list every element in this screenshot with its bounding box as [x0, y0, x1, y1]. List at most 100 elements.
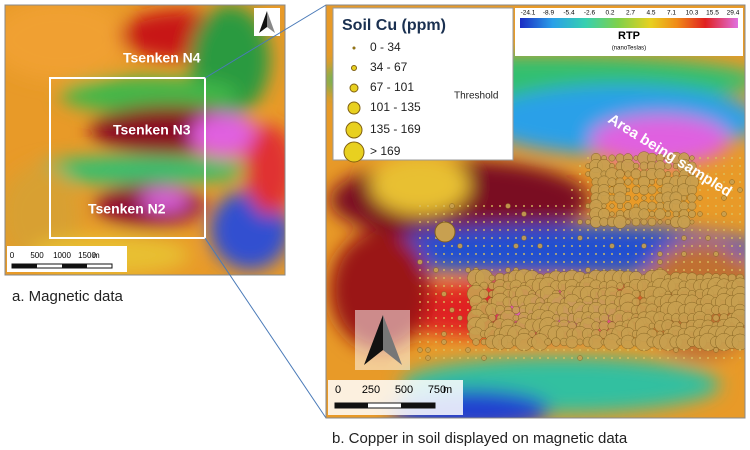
soil-sample	[699, 357, 701, 359]
soil-sample	[681, 235, 687, 241]
soil-sample	[615, 153, 625, 163]
soil-sample	[499, 349, 501, 351]
soil-sample	[427, 317, 429, 319]
caption: a. Magnetic data	[12, 288, 124, 305]
soil-sample	[491, 261, 493, 263]
soil-sample	[472, 338, 480, 346]
soil-sample	[483, 229, 485, 231]
soil-sample	[681, 251, 687, 257]
colorbar-tick: -5.4	[563, 10, 575, 17]
scale-label: 0	[335, 384, 341, 396]
legend-symbol	[347, 101, 361, 115]
soil-sample	[651, 261, 653, 263]
soil-sample	[555, 261, 557, 263]
area-label: Tsenken N2	[88, 201, 166, 217]
soil-sample	[699, 261, 701, 263]
soil-sample	[603, 261, 605, 263]
soil-sample	[459, 341, 461, 343]
soil-sample	[667, 261, 669, 263]
soil-sample	[523, 253, 525, 255]
soil-sample	[459, 221, 461, 223]
soil-sample	[467, 229, 469, 231]
soil-sample	[691, 229, 693, 231]
soil-sample	[723, 237, 725, 239]
soil-sample	[539, 237, 541, 239]
soil-sample	[579, 173, 581, 175]
scale-unit: m	[93, 251, 100, 260]
north-arrow	[355, 310, 410, 370]
soil-sample	[641, 195, 647, 201]
soil-sample	[475, 213, 477, 215]
soil-sample	[427, 213, 429, 215]
soil-sample	[659, 357, 661, 359]
soil-sample	[723, 269, 725, 271]
soil-sample	[547, 269, 549, 271]
soil-sample	[555, 245, 557, 247]
soil-sample	[499, 221, 501, 223]
soil-sample	[521, 235, 527, 241]
soil-sample	[595, 245, 597, 247]
soil-sample	[435, 317, 437, 319]
soil-sample	[481, 355, 487, 361]
soil-sample	[475, 229, 477, 231]
soil-sample	[499, 213, 501, 215]
soil-sample	[513, 243, 519, 249]
soil-sample	[551, 337, 561, 347]
colorbar-unit: (nanoTeslas)	[612, 46, 646, 52]
soil-sample	[435, 349, 437, 351]
soil-sample	[515, 349, 517, 351]
soil-sample	[571, 213, 573, 215]
soil-sample	[739, 269, 741, 271]
soil-sample	[603, 357, 605, 359]
soil-sample	[467, 357, 469, 359]
soil-sample	[659, 237, 661, 239]
soil-sample	[459, 269, 461, 271]
connector	[204, 4, 327, 79]
soil-sample	[419, 253, 421, 255]
soil-sample	[571, 357, 573, 359]
soil-sample	[577, 355, 583, 361]
soil-sample	[565, 335, 579, 349]
soil-sample	[643, 357, 645, 359]
soil-sample	[715, 165, 717, 167]
soil-sample	[459, 237, 461, 239]
soil-sample	[595, 349, 597, 351]
soil-sample	[665, 171, 671, 177]
soil-sample	[491, 253, 493, 255]
soil-sample	[539, 213, 541, 215]
soil-sample	[715, 229, 717, 231]
soil-sample	[465, 267, 471, 273]
soil-sample	[667, 269, 669, 271]
soil-sample	[571, 229, 573, 231]
soil-sample	[555, 205, 557, 207]
soil-sample	[451, 253, 453, 255]
soil-sample	[571, 197, 573, 199]
soil-sample	[640, 218, 648, 226]
soil-sample	[603, 237, 605, 239]
soil-sample	[563, 213, 565, 215]
soil-sample	[723, 157, 725, 159]
colorbar-tick: 0.2	[605, 10, 614, 17]
soil-sample	[427, 229, 429, 231]
soil-sample	[651, 237, 653, 239]
soil-sample	[715, 157, 717, 159]
soil-sample	[683, 261, 685, 263]
soil-sample	[691, 237, 693, 239]
soil-sample	[697, 171, 703, 177]
soil-sample	[427, 285, 429, 287]
soil-sample	[699, 205, 701, 207]
soil-sample	[459, 349, 461, 351]
soil-sample	[615, 169, 625, 179]
soil-sample	[675, 357, 677, 359]
soil-sample	[419, 277, 421, 279]
colorbar-tick: 4.5	[646, 10, 655, 17]
soil-sample	[683, 269, 685, 271]
soil-sample	[595, 237, 597, 239]
soil-sample	[547, 357, 549, 359]
soil-sample	[731, 269, 733, 271]
soil-sample	[731, 253, 733, 255]
soil-sample	[483, 237, 485, 239]
scale-label: 500	[395, 384, 413, 396]
soil-sample	[539, 205, 541, 207]
